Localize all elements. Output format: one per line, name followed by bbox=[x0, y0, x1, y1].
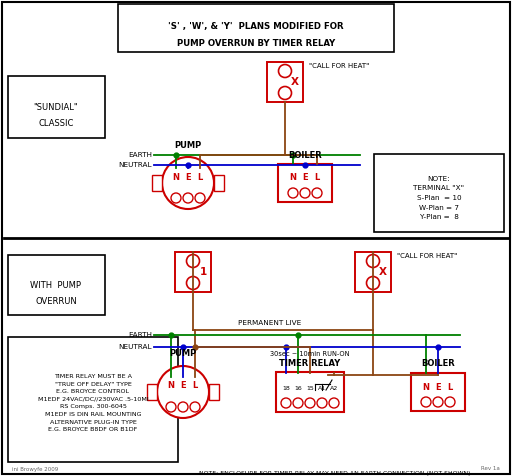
Text: Rev 1a: Rev 1a bbox=[481, 466, 500, 472]
Circle shape bbox=[178, 402, 188, 412]
Circle shape bbox=[162, 157, 214, 209]
Text: ini Browyfe 2009: ini Browyfe 2009 bbox=[12, 466, 58, 472]
Text: 15: 15 bbox=[306, 386, 314, 390]
Text: EARTH: EARTH bbox=[128, 152, 152, 158]
Bar bbox=[374, 154, 504, 232]
Bar bbox=[8, 76, 105, 138]
Circle shape bbox=[281, 398, 291, 408]
Circle shape bbox=[329, 398, 339, 408]
Text: TIMER RELAY: TIMER RELAY bbox=[280, 359, 340, 368]
Text: 16: 16 bbox=[294, 386, 302, 390]
Text: 'S' , 'W', & 'Y'  PLANS MODIFIED FOR: 'S' , 'W', & 'Y' PLANS MODIFIED FOR bbox=[168, 22, 344, 31]
Text: TIMER RELAY MUST BE A
"TRUE OFF DELAY" TYPE
E.G. BROYCE CONTROL
M1EDF 24VAC/DC//: TIMER RELAY MUST BE A "TRUE OFF DELAY" T… bbox=[37, 374, 148, 432]
Text: N: N bbox=[167, 381, 175, 390]
Text: 1: 1 bbox=[199, 267, 207, 277]
Text: PUMP: PUMP bbox=[169, 349, 197, 358]
Bar bbox=[276, 372, 344, 412]
Text: X: X bbox=[379, 267, 387, 277]
Bar bbox=[147, 384, 157, 400]
Circle shape bbox=[367, 277, 379, 289]
Circle shape bbox=[300, 188, 310, 198]
Bar bbox=[8, 337, 178, 462]
Text: PUMP OVERRUN BY TIMER RELAY: PUMP OVERRUN BY TIMER RELAY bbox=[177, 40, 335, 49]
Bar bbox=[118, 4, 394, 52]
Bar bbox=[8, 255, 105, 315]
Circle shape bbox=[171, 193, 181, 203]
Text: NOTE:
TERMINAL "X"
S-Plan  = 10
W-Plan = 7
Y-Plan =  8: NOTE: TERMINAL "X" S-Plan = 10 W-Plan = … bbox=[413, 176, 464, 220]
Circle shape bbox=[288, 188, 298, 198]
Text: NOTE: ENCLOSURE FOR TIMER RELAY MAY NEED AN EARTH CONNECTION (NOT SHOWN): NOTE: ENCLOSURE FOR TIMER RELAY MAY NEED… bbox=[199, 470, 471, 476]
Circle shape bbox=[186, 277, 200, 289]
Text: 18: 18 bbox=[282, 386, 290, 390]
Circle shape bbox=[157, 366, 209, 418]
Text: N: N bbox=[289, 173, 296, 182]
Text: EARTH: EARTH bbox=[128, 332, 152, 338]
Bar bbox=[209, 384, 219, 400]
Text: E: E bbox=[435, 383, 441, 391]
Text: "CALL FOR HEAT": "CALL FOR HEAT" bbox=[397, 253, 457, 259]
Bar bbox=[152, 175, 162, 191]
Text: "SUNDIAL": "SUNDIAL" bbox=[34, 103, 78, 112]
Text: BOILER: BOILER bbox=[288, 150, 322, 159]
Bar bbox=[278, 164, 332, 202]
Text: A2: A2 bbox=[330, 386, 338, 390]
Text: NEUTRAL: NEUTRAL bbox=[118, 162, 152, 168]
Bar bbox=[214, 175, 224, 191]
Text: E: E bbox=[185, 172, 191, 181]
Text: 30sec ~ 10min RUN-ON: 30sec ~ 10min RUN-ON bbox=[270, 351, 350, 357]
Text: E: E bbox=[302, 173, 308, 182]
Circle shape bbox=[195, 193, 205, 203]
Text: OVERRUN: OVERRUN bbox=[35, 298, 77, 307]
Circle shape bbox=[279, 87, 291, 99]
Bar bbox=[267, 62, 303, 102]
Circle shape bbox=[367, 255, 379, 268]
Circle shape bbox=[190, 402, 200, 412]
Text: X: X bbox=[291, 77, 299, 87]
Circle shape bbox=[433, 397, 443, 407]
Text: L: L bbox=[193, 381, 198, 390]
Bar bbox=[411, 373, 465, 411]
Circle shape bbox=[183, 193, 193, 203]
Text: BOILER: BOILER bbox=[421, 359, 455, 368]
Circle shape bbox=[293, 398, 303, 408]
Text: N: N bbox=[173, 172, 180, 181]
Text: E: E bbox=[180, 381, 186, 390]
Circle shape bbox=[312, 188, 322, 198]
Text: L: L bbox=[314, 173, 319, 182]
Text: CLASSIC: CLASSIC bbox=[38, 119, 74, 129]
Bar bbox=[175, 252, 211, 292]
Text: N: N bbox=[422, 383, 430, 391]
Text: L: L bbox=[197, 172, 203, 181]
Circle shape bbox=[421, 397, 431, 407]
Circle shape bbox=[317, 398, 327, 408]
Text: WITH  PUMP: WITH PUMP bbox=[31, 281, 81, 290]
Circle shape bbox=[166, 402, 176, 412]
Circle shape bbox=[186, 255, 200, 268]
Text: L: L bbox=[447, 383, 453, 391]
Text: A1: A1 bbox=[318, 386, 326, 390]
Circle shape bbox=[305, 398, 315, 408]
Circle shape bbox=[279, 65, 291, 78]
Text: "CALL FOR HEAT": "CALL FOR HEAT" bbox=[309, 63, 369, 69]
Text: PERMANENT LIVE: PERMANENT LIVE bbox=[239, 320, 302, 326]
Bar bbox=[355, 252, 391, 292]
Circle shape bbox=[445, 397, 455, 407]
Text: PUMP: PUMP bbox=[175, 140, 202, 149]
Text: NEUTRAL: NEUTRAL bbox=[118, 344, 152, 350]
